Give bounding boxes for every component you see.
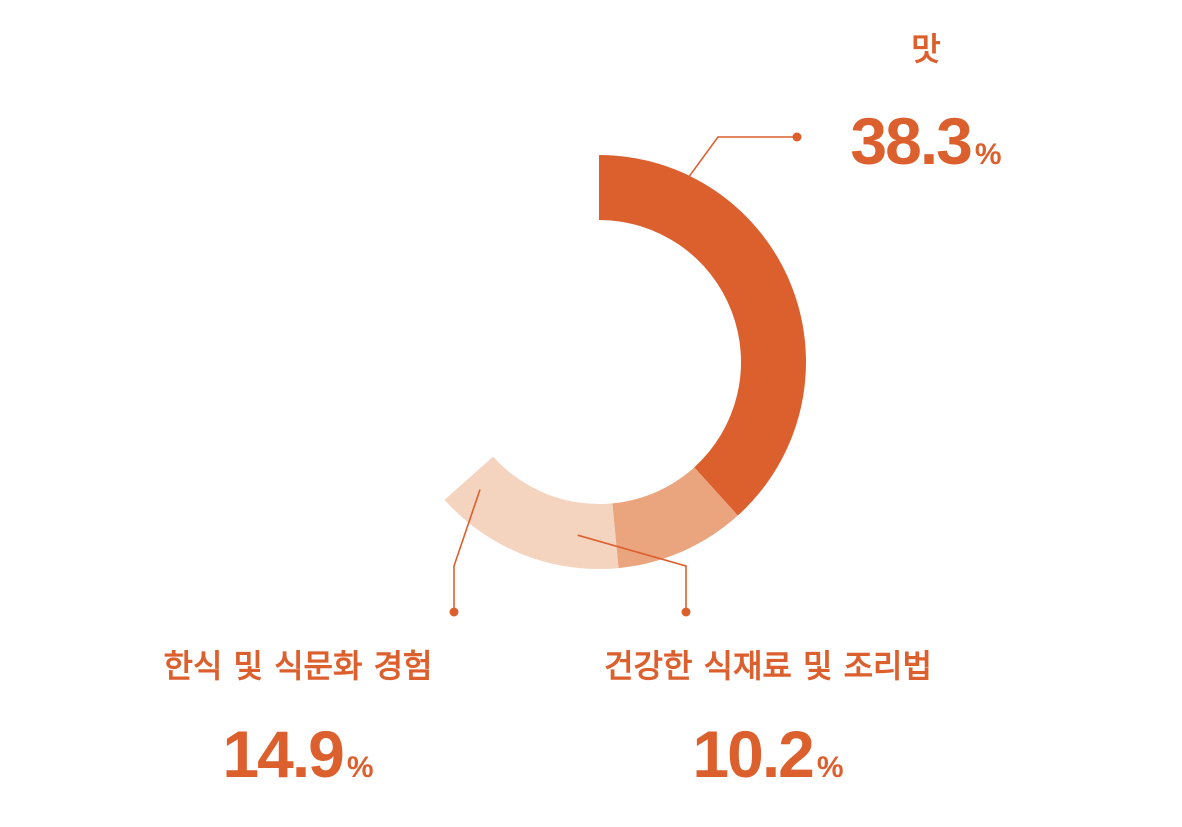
- leader-line-taste: [669, 136, 797, 204]
- leader-dot-taste: [792, 132, 802, 142]
- value-label-healthy-ingredients: 10.2%: [692, 717, 843, 791]
- leader-dot-korean-food-culture: [449, 607, 459, 617]
- category-label-korean-food-culture: 한식 및 식문화 경험: [164, 647, 433, 685]
- leader-dot-healthy-ingredients: [681, 607, 691, 617]
- leader-line-korean-food-culture: [453, 489, 481, 612]
- segment-korean-food-culture: [444, 456, 619, 569]
- segment-taste: [599, 155, 806, 516]
- value-label-taste: 38.3%: [850, 104, 1001, 178]
- donut-segments: [444, 155, 806, 569]
- segment-healthy-ingredients: [612, 467, 738, 569]
- category-label-healthy-ingredients: 건강한 식재료 및 조리법: [604, 647, 932, 685]
- data-labels: 맛 38.3 % 건강한 식재료 및 조리법 10.2 % 한식 및 식문화 경험 14.9%: [164, 30, 1002, 791]
- leader-lines: [449, 132, 802, 617]
- category-label-taste: 맛: [911, 30, 940, 68]
- value-label-korean-food-culture: 14.9%: [222, 717, 373, 791]
- leader-line-healthy-ingredients: [577, 534, 687, 612]
